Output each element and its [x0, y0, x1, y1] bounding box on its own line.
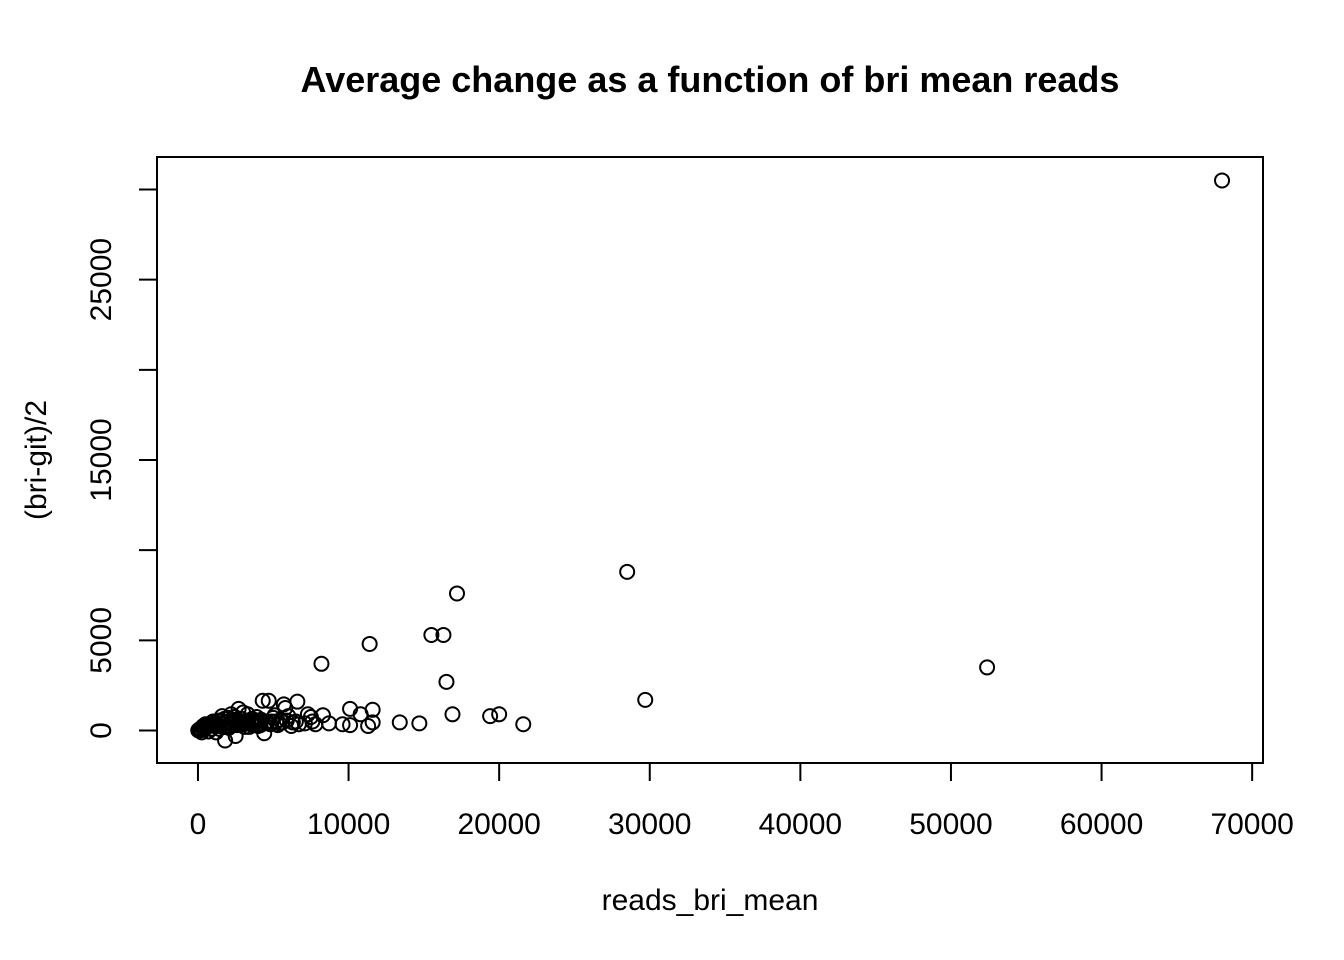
data-point [423, 626, 440, 643]
x-axis-label: reads_bri_mean [602, 884, 819, 917]
x-tick-label: 70000 [1210, 808, 1293, 841]
data-point [254, 692, 271, 709]
data-point [260, 692, 277, 709]
chart-title: Average change as a function of bri mean… [301, 59, 1120, 100]
data-point [979, 659, 996, 676]
y-axis: 0 5000 15000 25000 [85, 188, 158, 739]
x-tick-label: 20000 [457, 808, 540, 841]
data-point [491, 706, 508, 723]
data-point [290, 716, 307, 733]
data-point [257, 714, 274, 731]
data-point [444, 706, 461, 723]
data-point [435, 626, 452, 643]
data-point [222, 715, 239, 732]
data-point [619, 563, 636, 580]
y-axis-label: (bri-git)/2 [20, 400, 53, 520]
data-point [299, 706, 316, 723]
data-point [268, 713, 285, 730]
y-tick-label: 5000 [85, 607, 118, 674]
data-point [1214, 172, 1231, 189]
y-tick-label: 15000 [85, 418, 118, 501]
x-tick-label: 50000 [909, 808, 992, 841]
y-tick-label: 0 [85, 722, 118, 739]
data-point [391, 714, 408, 731]
data-point [219, 713, 236, 730]
data-point [637, 691, 654, 708]
x-axis: 0 10000 20000 30000 40000 50000 60000 70000 [190, 762, 1294, 841]
data-points [190, 172, 1231, 749]
data-point [228, 714, 245, 731]
x-tick-label: 60000 [1060, 808, 1143, 841]
data-point [275, 696, 292, 713]
data-point [515, 716, 532, 733]
data-point [438, 673, 455, 690]
x-tick-label: 0 [190, 808, 207, 841]
x-tick-label: 30000 [608, 808, 691, 841]
data-point [361, 635, 378, 652]
data-point [313, 655, 330, 672]
data-point [482, 708, 499, 725]
x-tick-label: 10000 [307, 808, 390, 841]
data-point [342, 717, 359, 734]
data-point [360, 718, 377, 735]
data-point [411, 715, 428, 732]
data-point [448, 585, 465, 602]
y-tick-label: 25000 [85, 238, 118, 321]
data-point [195, 718, 212, 735]
x-tick-label: 40000 [759, 808, 842, 841]
data-point [364, 714, 381, 731]
data-point [342, 700, 359, 717]
plot-area-frame [156, 156, 1264, 764]
